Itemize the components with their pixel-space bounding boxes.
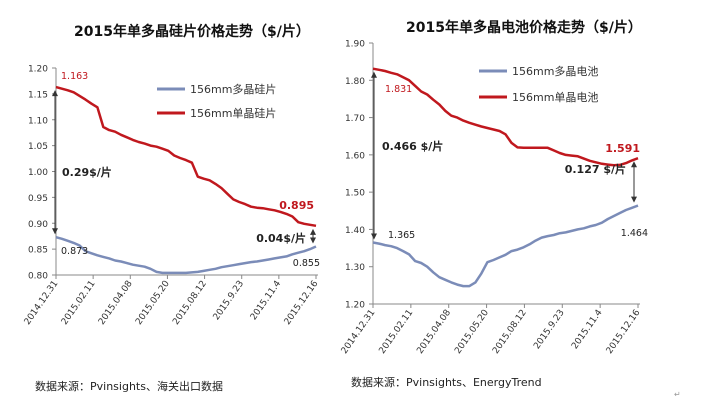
gap-arrow-head-up bbox=[52, 90, 58, 97]
x-tick-label: 2015.9.23 bbox=[532, 308, 566, 351]
y-tick-label: 0.80 bbox=[28, 272, 48, 282]
y-tick-label: 1.00 bbox=[28, 168, 48, 178]
gap-arrow-head-down bbox=[371, 233, 377, 240]
y-tick-label: 0.90 bbox=[28, 220, 48, 230]
series-line bbox=[55, 235, 317, 275]
annotation-end-gap: 0.127 $/片 bbox=[565, 162, 626, 176]
x-tick-label: 2015.04.08 bbox=[415, 308, 453, 356]
annotation-start-gap: 0.466 $/片 bbox=[382, 139, 443, 153]
legend-label: 156mm多晶电池 bbox=[512, 64, 598, 78]
annotation-start-poly: 0.873 bbox=[61, 246, 88, 257]
gap-arrow-head-up bbox=[631, 161, 637, 168]
y-tick-label: 1.15 bbox=[28, 90, 48, 100]
y-tick-label: 1.30 bbox=[345, 263, 365, 273]
legend-label: 156mm单晶硅片 bbox=[190, 107, 276, 120]
x-tick-label: 2015.05.20 bbox=[453, 308, 491, 356]
x-tick-label: 2015.02.11 bbox=[378, 308, 416, 356]
x-tick-label: 2015.12.16 bbox=[605, 308, 643, 356]
gap-arrow-head-down bbox=[631, 196, 637, 203]
y-tick-label: 1.40 bbox=[345, 226, 365, 236]
y-tick-label: 1.80 bbox=[345, 77, 365, 87]
y-tick-label: 0.95 bbox=[28, 194, 48, 204]
y-tick-label: 1.10 bbox=[28, 116, 48, 126]
x-tick-label: 2015.11.4 bbox=[570, 308, 605, 351]
gap-arrow-head-up bbox=[310, 228, 316, 235]
gap-arrow-head-up bbox=[371, 71, 377, 78]
chart-title: 2015年单多晶电池价格走势（$/片） bbox=[406, 20, 642, 36]
legend-label: 156mm多晶硅片 bbox=[190, 82, 276, 96]
annotation-start-gap: 0.29$/片 bbox=[62, 165, 112, 179]
y-tick-label: 1.50 bbox=[345, 189, 365, 199]
annotation-end-mono: 0.895 bbox=[279, 199, 314, 212]
data-source-note: 数据来源：Pvinsights、EnergyTrend bbox=[351, 376, 542, 389]
legend-label: 156mm单晶电池 bbox=[512, 91, 598, 104]
data-source-note: 数据来源：Pvinsights、海关出口数据 bbox=[35, 380, 223, 393]
series-line bbox=[372, 204, 639, 288]
gap-arrow-head-down bbox=[310, 237, 316, 244]
paragraph-mark: ↵ bbox=[674, 390, 681, 399]
y-tick-label: 1.70 bbox=[345, 114, 365, 124]
y-tick-label: 1.60 bbox=[345, 151, 365, 161]
annotation-end-poly: 1.464 bbox=[621, 228, 648, 239]
x-tick-label: 2014.12.31 bbox=[340, 308, 378, 356]
annotation-end-poly: 0.855 bbox=[293, 258, 320, 269]
x-tick-label: 2015.08.12 bbox=[491, 308, 529, 356]
series-line bbox=[372, 67, 639, 167]
annotation-start-mono: 1.163 bbox=[61, 71, 88, 82]
y-tick-label: 1.20 bbox=[345, 301, 365, 311]
y-tick-label: 1.90 bbox=[345, 40, 365, 50]
annotation-end-mono: 1.591 bbox=[605, 142, 640, 155]
gap-arrow-head-down bbox=[52, 228, 58, 235]
annotation-start-mono: 1.831 bbox=[385, 84, 412, 95]
series-line bbox=[55, 85, 317, 228]
y-tick-label: 1.20 bbox=[28, 65, 48, 75]
annotation-start-poly: 1.365 bbox=[388, 230, 415, 241]
annotation-end-gap: 0.04$/片 bbox=[256, 231, 306, 245]
y-tick-label: 1.05 bbox=[28, 142, 48, 152]
y-tick-label: 0.85 bbox=[28, 246, 48, 256]
chart-title: 2015年单多晶硅片价格走势（$/片） bbox=[74, 24, 310, 40]
